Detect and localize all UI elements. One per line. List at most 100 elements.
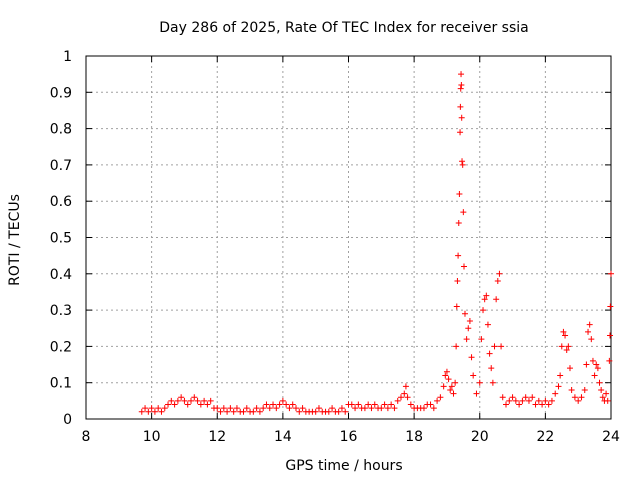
data-point	[459, 161, 466, 168]
data-point	[361, 405, 368, 412]
data-point	[207, 397, 214, 404]
data-point	[480, 307, 487, 314]
data-point	[440, 383, 447, 390]
data-point	[188, 397, 194, 404]
data-point	[498, 343, 505, 350]
data-point	[458, 71, 465, 78]
data-point	[253, 405, 260, 412]
data-point	[138, 408, 145, 415]
data-point	[473, 390, 480, 397]
data-point	[342, 408, 349, 415]
data-point	[443, 368, 450, 375]
data-point	[560, 328, 567, 335]
data-point	[503, 401, 509, 408]
data-point	[509, 394, 516, 401]
data-point	[283, 401, 290, 408]
data-point	[453, 303, 460, 310]
data-point	[145, 408, 152, 415]
data-point	[224, 408, 231, 415]
data-point	[233, 405, 240, 412]
x-axis-label: GPS time / hours	[285, 458, 402, 474]
data-point	[394, 397, 401, 404]
data-point	[552, 390, 559, 397]
data-point	[565, 343, 572, 350]
data-point	[483, 292, 490, 299]
data-point	[197, 401, 204, 408]
data-point	[181, 397, 188, 404]
data-point	[558, 343, 565, 350]
y-tick-label: 0	[63, 412, 72, 428]
data-point	[270, 401, 277, 408]
data-point	[575, 397, 582, 404]
data-point	[442, 372, 449, 379]
data-point	[456, 190, 463, 197]
data-point	[165, 401, 172, 408]
data-point	[506, 397, 513, 404]
data-point	[227, 405, 234, 412]
data-point	[191, 394, 198, 401]
data-point	[606, 357, 613, 364]
data-point	[563, 347, 570, 354]
y-tick-label: 0.9	[50, 85, 72, 101]
x-tick-labels: 8 10 12 14 16 18 20 22 24	[82, 429, 620, 445]
x-tick-label: 22	[536, 429, 554, 445]
data-point	[434, 397, 441, 404]
data-point	[608, 270, 614, 277]
data-point	[365, 401, 372, 408]
data-point	[461, 263, 467, 270]
data-point	[548, 397, 555, 404]
data-point	[476, 379, 483, 386]
data-point	[463, 336, 470, 343]
data-point	[448, 383, 455, 390]
data-point	[457, 129, 464, 136]
data-point	[378, 405, 385, 412]
data-point	[371, 401, 378, 408]
data-point	[470, 372, 477, 379]
data-point	[348, 401, 355, 408]
data-point	[384, 405, 391, 412]
data-point	[557, 372, 564, 379]
y-tick-label: 0.8	[50, 122, 72, 138]
data-point	[142, 405, 149, 412]
data-point	[329, 405, 336, 412]
data-point	[194, 397, 201, 404]
data-point	[388, 401, 395, 408]
x-tick-label: 20	[471, 429, 489, 445]
data-point	[256, 408, 263, 415]
y-tick-label: 0.1	[50, 376, 72, 392]
data-point	[594, 365, 601, 372]
data-point	[478, 336, 485, 343]
data-point	[155, 405, 162, 412]
data-point	[461, 310, 468, 317]
data-point	[391, 405, 398, 412]
data-point	[315, 405, 322, 412]
data-point	[437, 394, 444, 401]
data-point	[457, 103, 464, 110]
y-tick-label: 1	[63, 49, 72, 65]
data-point	[273, 405, 280, 412]
x-tick-label: 24	[602, 429, 620, 445]
y-axis-label: ROTI / TECUs	[7, 194, 23, 286]
grid	[86, 56, 611, 419]
data-point	[184, 401, 191, 408]
data-point	[588, 336, 595, 343]
x-tick-label: 18	[405, 429, 423, 445]
x-tick-label: 10	[143, 429, 161, 445]
x-tick-label: 8	[82, 429, 91, 445]
y-tick-label: 0.2	[50, 339, 72, 355]
data-point	[596, 379, 603, 386]
data-point	[493, 296, 500, 303]
data-point	[263, 401, 270, 408]
data-series-roti	[138, 71, 614, 415]
y-tick-label: 0.3	[50, 303, 72, 319]
data-point	[151, 408, 158, 415]
x-tick-label: 14	[274, 429, 292, 445]
data-point	[266, 405, 273, 412]
data-point	[217, 408, 224, 415]
data-point	[491, 343, 498, 350]
data-point	[293, 405, 299, 412]
data-point	[484, 321, 491, 328]
y-tick-label: 0.6	[50, 194, 72, 210]
y-tick-label: 0.4	[50, 267, 72, 283]
